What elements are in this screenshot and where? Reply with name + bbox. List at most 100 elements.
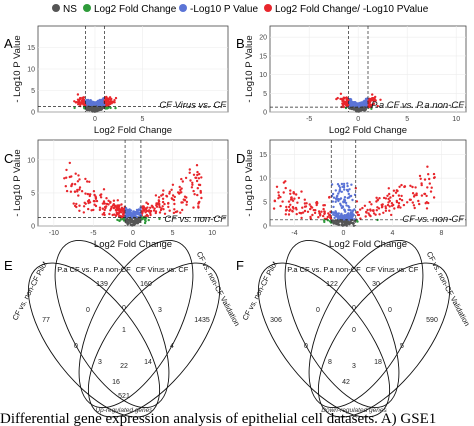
data-point: [349, 216, 353, 219]
data-point: [376, 198, 379, 201]
legend-log2fc-label: Log2 Fold Change: [94, 4, 177, 15]
data-point: [295, 212, 298, 216]
data-point: [118, 211, 121, 214]
data-point: [342, 201, 345, 204]
data-point: [95, 105, 98, 108]
data-point: [82, 98, 85, 101]
data-point: [131, 216, 134, 219]
data-point: [101, 202, 105, 205]
data-point: [83, 201, 86, 204]
data-point: [176, 191, 180, 194]
data-point: [145, 201, 148, 204]
y-tick-label: 0: [31, 110, 35, 117]
data-point: [343, 196, 347, 199]
y-tick-label: 15: [259, 152, 267, 159]
figure-caption: Differential gene expression analysis of…: [0, 411, 436, 426]
data-point: [415, 192, 418, 195]
data-point: [178, 185, 181, 189]
data-point: [76, 98, 80, 101]
data-point: [76, 180, 80, 183]
data-point: [163, 212, 167, 215]
legend-ns-marker: [52, 4, 60, 12]
data-point: [88, 201, 92, 204]
data-point: [284, 213, 287, 216]
data-point: [65, 189, 69, 193]
data-point: [84, 177, 87, 181]
data-point: [349, 212, 352, 215]
data-point: [388, 205, 391, 208]
data-point: [313, 211, 317, 215]
data-point: [346, 196, 349, 200]
data-point: [78, 186, 82, 189]
data-point: [362, 100, 365, 104]
legend-both-label: Log2 Fold Change/ -Log10 PValue: [275, 4, 429, 15]
data-point: [168, 209, 171, 212]
data-point: [389, 196, 392, 199]
data-point: [130, 223, 133, 227]
data-point: [133, 219, 136, 222]
data-point: [142, 208, 145, 212]
data-point: [134, 214, 137, 218]
volcano-plot-b: -5 0 5 10 0 5 10 15 20 Log2 Fold Change - Log10 P …: [244, 25, 467, 136]
data-point: [338, 186, 342, 189]
venn-region-count: 22: [120, 363, 128, 370]
data-point: [350, 104, 353, 108]
data-point: [352, 103, 356, 106]
data-point: [347, 98, 350, 102]
data-point: [345, 188, 349, 192]
data-point: [285, 205, 288, 209]
data-point: [343, 221, 346, 224]
data-point: [384, 197, 388, 200]
data-point: [390, 213, 393, 217]
data-point: [347, 208, 350, 212]
data-point: [340, 206, 344, 210]
data-point: [184, 176, 188, 180]
data-point: [75, 205, 78, 209]
data-point: [343, 96, 346, 100]
data-point: [328, 195, 331, 199]
data-point: [387, 187, 390, 190]
data-point: [348, 195, 352, 198]
data-point: [170, 188, 173, 191]
data-point: [425, 207, 429, 210]
data-point: [346, 222, 350, 225]
data-point: [370, 107, 373, 111]
x-tick-label: 4: [391, 230, 395, 237]
data-point: [143, 221, 147, 225]
data-point: [83, 102, 86, 106]
data-point: [291, 210, 294, 213]
data-point: [397, 202, 401, 205]
data-point: [284, 186, 287, 190]
data-point: [337, 199, 340, 203]
data-point: [342, 215, 346, 218]
data-point: [64, 185, 68, 188]
venn-set-label: CF vs. non-CF Pilot: [10, 259, 49, 322]
data-point: [365, 211, 368, 214]
panel-label-e: E: [4, 258, 13, 273]
data-point: [114, 214, 118, 217]
data-point: [132, 223, 135, 227]
data-point: [374, 99, 377, 102]
data-point: [158, 203, 161, 207]
data-point: [426, 165, 429, 168]
data-point: [124, 219, 128, 223]
x-tick-label: 0: [342, 230, 346, 237]
data-point: [173, 195, 176, 199]
data-point: [197, 201, 200, 204]
data-point: [171, 194, 175, 197]
data-point: [384, 207, 388, 210]
data-point: [331, 192, 335, 196]
data-point: [386, 203, 390, 207]
data-point: [339, 202, 342, 205]
y-tick-label: 15: [259, 53, 267, 60]
data-point: [378, 197, 381, 200]
data-point: [372, 102, 376, 106]
data-point: [413, 206, 416, 210]
data-point: [323, 210, 326, 213]
data-point: [287, 213, 291, 216]
data-point: [399, 206, 402, 209]
data-point: [174, 210, 178, 214]
data-point: [70, 175, 73, 178]
data-point: [161, 197, 165, 200]
